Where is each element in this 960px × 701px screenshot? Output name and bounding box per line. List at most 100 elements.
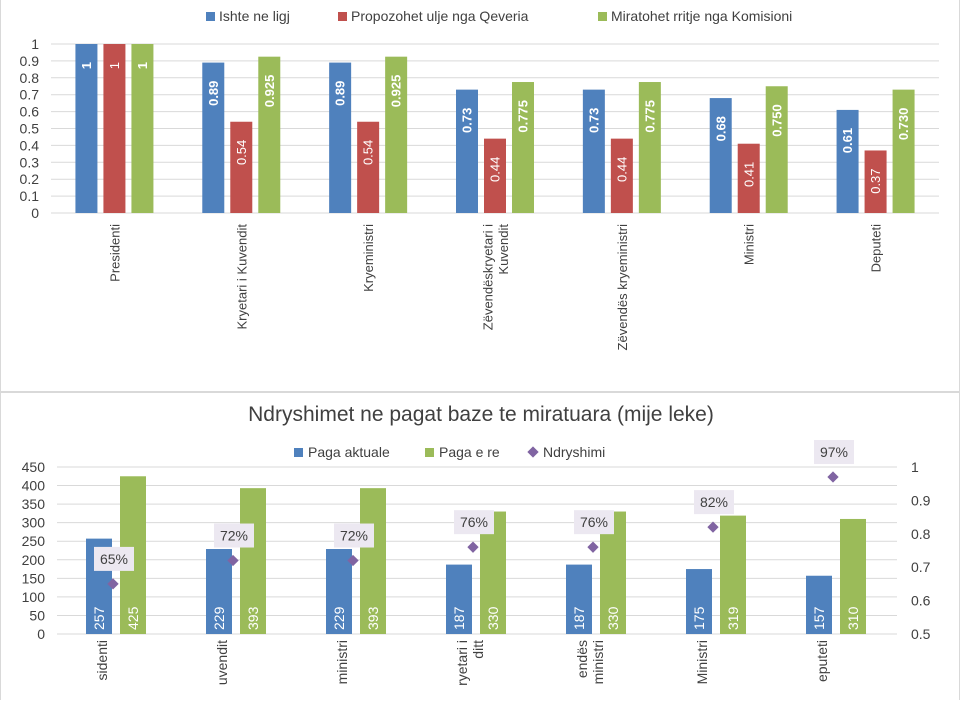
bar-0-6 <box>836 109 859 213</box>
chart-1-svg: Ishte ne ligj Propozohet ulje nga Qeveria… <box>20 8 939 350</box>
data-label: 229 <box>211 606 227 630</box>
bar-0-3 <box>446 564 472 634</box>
data-label: 229 <box>331 606 347 630</box>
y-tick-label: 0.9 <box>20 53 40 69</box>
data-label: 0.41 <box>741 162 756 187</box>
ndryshimi-marker-3 <box>467 541 479 553</box>
bar-2-1 <box>258 56 281 213</box>
x-category-label: ministri <box>334 640 350 684</box>
bar-0-4 <box>582 89 605 213</box>
y-tick-label-left: 0 <box>37 626 45 642</box>
data-label: 319 <box>725 606 741 630</box>
y-tick-label: 0.4 <box>20 137 40 153</box>
bar-0-5 <box>709 98 732 213</box>
bar-0-1 <box>206 549 232 634</box>
bar-0-6 <box>806 575 832 634</box>
bar-1-5 <box>720 515 746 634</box>
data-label: 1 <box>79 62 94 69</box>
data-label: 330 <box>605 606 621 630</box>
ndryshimi-label-box <box>334 523 374 548</box>
chart-title: Ndryshimet ne pagat baze te miratuara (m… <box>248 403 714 426</box>
legend-swatch-2 <box>598 12 607 21</box>
ndryshimi-marker-6 <box>827 471 839 483</box>
bar-0-4 <box>566 564 592 634</box>
legend-label-0: Paga aktuale <box>308 444 390 460</box>
bar-0-2 <box>329 62 352 214</box>
data-label: 0.73 <box>586 108 601 133</box>
legend-swatch-1 <box>338 12 347 21</box>
bar-1-5 <box>737 143 760 213</box>
ndryshimi-label-box <box>94 546 134 571</box>
bar-2-2 <box>385 56 408 213</box>
x-category-label: eputeti <box>814 640 830 682</box>
data-label: 0.730 <box>896 108 911 141</box>
bar-2-3 <box>512 82 534 214</box>
data-label: 0.750 <box>769 104 784 137</box>
bar-2-4 <box>638 82 661 214</box>
ndryshimi-label: 97% <box>820 444 848 460</box>
x-category-label: ditt <box>470 640 486 659</box>
y-tick-label-left: 200 <box>22 552 46 568</box>
legend-label-1: Propozohet ulje nga Qeveria <box>351 8 529 24</box>
bar-2-5 <box>765 86 788 213</box>
data-label: 0.37 <box>868 168 883 193</box>
bar-0-2 <box>326 549 352 634</box>
x-category-label: Ministri <box>694 640 710 684</box>
y-tick-label-left: 150 <box>22 570 46 586</box>
bar-2-0 <box>131 44 154 213</box>
data-label: 310 <box>845 606 861 630</box>
ndryshimi-label-box <box>454 510 494 535</box>
chart-2-svg: Ndryshimet ne pagat baze te miratuara (m… <box>22 403 931 686</box>
ndryshimi-label: 76% <box>580 514 608 530</box>
y-tick-label: 0.5 <box>20 121 40 137</box>
x-category-label: sidenti <box>94 640 110 680</box>
data-label: 0.775 <box>516 100 531 133</box>
x-category-label: Kryeministri <box>361 224 376 292</box>
data-label: 0.54 <box>234 140 249 165</box>
y-tick-label: 0 <box>31 205 39 221</box>
y-tick-label: 0.6 <box>20 104 40 120</box>
chart-2-container: Ndryshimet ne pagat baze te miratuara (m… <box>0 392 960 700</box>
bar-1-6 <box>864 150 887 213</box>
data-label: 0.68 <box>713 116 728 141</box>
legend-label-2: Ndryshimi <box>543 444 605 460</box>
y-tick-label: 0.3 <box>20 154 40 170</box>
data-label: 0.73 <box>460 108 475 133</box>
x-category-label: Kryetari i Kuvendit <box>234 224 249 330</box>
ndryshimi-marker-0 <box>107 578 119 590</box>
y-tick-label-right: 0.8 <box>911 526 931 542</box>
y-tick-label-right: 0.9 <box>911 492 931 508</box>
y-tick-label-left: 300 <box>22 515 46 531</box>
ndryshimi-label: 72% <box>220 528 248 544</box>
legend-swatch-1 <box>425 448 434 457</box>
legend-swatch-0 <box>294 448 303 457</box>
y-tick-label-right: 0.7 <box>911 559 931 575</box>
data-label: 0.775 <box>642 100 657 133</box>
ndryshimi-marker-4 <box>587 541 599 553</box>
data-label: 1 <box>107 62 122 69</box>
data-label: 0.61 <box>840 128 855 153</box>
bar-0-5 <box>686 569 712 634</box>
y-tick-label: 0.1 <box>20 188 40 204</box>
y-tick-label-right: 0.5 <box>911 626 931 642</box>
y-tick-label-right: 1 <box>911 459 919 475</box>
ndryshimi-label-box <box>574 510 614 535</box>
bar-2-6 <box>892 89 915 213</box>
x-category-label: ministri <box>590 640 606 684</box>
ndryshimi-label-box <box>214 523 254 548</box>
y-tick-label: 0.8 <box>20 70 40 86</box>
legend-label-0: Ishte ne ligj <box>219 8 290 24</box>
chart-1-container: Ishte ne ligj Propozohet ulje nga Qeveria… <box>0 0 960 392</box>
y-tick-label: 0.7 <box>20 87 40 103</box>
bar-0-0 <box>75 44 98 213</box>
data-label: 0.54 <box>361 140 376 165</box>
data-label: 425 <box>125 606 141 630</box>
legend-label-1: Paga e re <box>439 444 500 460</box>
y-tick-label-right: 0.6 <box>911 593 931 609</box>
bar-1-2 <box>360 488 386 634</box>
x-category-label: Deputeti <box>869 224 884 273</box>
data-label: 1 <box>135 62 150 69</box>
ndryshimi-label: 82% <box>700 494 728 510</box>
ndryshimi-label-box <box>814 440 854 465</box>
x-category-label: Presidenti <box>107 224 122 282</box>
